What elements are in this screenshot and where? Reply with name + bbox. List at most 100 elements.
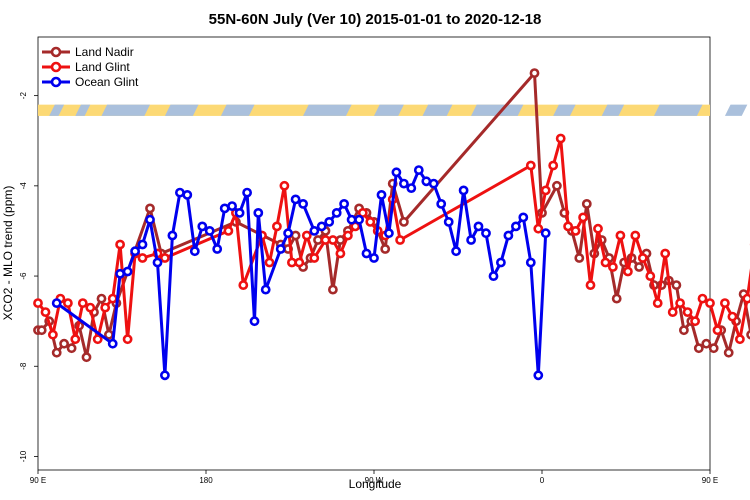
data-point [327, 235, 338, 245]
data-point [51, 298, 62, 308]
band-ocean [164, 104, 199, 116]
data-point [96, 293, 107, 304]
data-point [342, 230, 353, 241]
data-point [66, 343, 77, 354]
y-tick-label: -2 [19, 92, 28, 100]
series-layer [33, 68, 750, 381]
data-point [77, 298, 88, 308]
data-point [271, 221, 282, 232]
data-point [585, 280, 596, 290]
data-point [511, 221, 521, 232]
data-point [51, 347, 62, 358]
data-point [115, 268, 125, 279]
data-point [327, 284, 338, 295]
data-point [630, 230, 641, 241]
data-point [690, 316, 700, 327]
data-point [503, 230, 514, 241]
data-point [122, 334, 133, 345]
y-tick-label: -8 [19, 362, 28, 370]
data-point [249, 316, 260, 327]
data-point [107, 293, 118, 304]
data-point [159, 253, 170, 263]
land-ocean-band [38, 104, 748, 116]
data-point [451, 246, 461, 257]
y-axis-label: XCO2 - MLO trend (ppm) [1, 186, 15, 321]
data-point [48, 329, 58, 340]
data-point [182, 189, 193, 200]
data-point [115, 239, 125, 250]
data-point [242, 187, 252, 198]
data-point [615, 230, 626, 241]
data-point [525, 160, 536, 171]
x-axis: 90 E 180 90 W 0 90 E [30, 470, 718, 485]
series-1 [33, 133, 750, 345]
data-point [122, 266, 133, 277]
data-point [398, 216, 409, 227]
data-point [391, 167, 402, 178]
data-point [227, 201, 237, 211]
band-land [38, 104, 710, 116]
band-ocean [374, 104, 404, 116]
data-point [346, 214, 357, 225]
data-point [298, 198, 308, 209]
data-point [40, 307, 51, 317]
data-point [660, 248, 671, 259]
data-point [167, 230, 178, 241]
band-ocean [601, 104, 625, 116]
legend-swatch-marker [50, 61, 62, 73]
data-point [63, 298, 73, 308]
data-point [525, 257, 536, 268]
data-point [294, 257, 305, 268]
band-ocean [654, 104, 703, 116]
data-point [495, 257, 506, 268]
data-point [443, 216, 454, 227]
data-point [275, 244, 286, 254]
data-point [376, 189, 387, 200]
data-point [152, 257, 163, 268]
data-point [671, 280, 682, 290]
data-point [335, 235, 346, 245]
data-point [290, 194, 301, 205]
data-point [309, 253, 320, 263]
data-point [264, 257, 275, 268]
data-point [518, 212, 529, 223]
data-point [36, 325, 47, 336]
data-point [238, 280, 249, 290]
band-ocean [303, 104, 352, 116]
data-point [145, 203, 155, 214]
data-point [33, 298, 43, 308]
data-point [137, 253, 148, 263]
data-point [529, 68, 540, 78]
data-point [361, 248, 372, 259]
chart-title: 55N-60N July (Ver 10) 2015-01-01 to 2020… [209, 11, 542, 28]
x-tick-label: 0 [540, 476, 545, 485]
data-point [701, 338, 712, 349]
data-point [107, 338, 118, 349]
legend-label: Ocean Glint [75, 75, 139, 89]
y-axis: -10 -8 -6 -4 -2 [19, 92, 38, 462]
data-point [279, 180, 290, 191]
data-point [406, 183, 417, 193]
data-point [309, 225, 320, 236]
data-point [428, 178, 439, 189]
data-point [189, 246, 200, 257]
data-point [634, 262, 644, 272]
data-point [593, 223, 603, 234]
data-point [693, 343, 704, 354]
data-point [92, 334, 103, 345]
data-point [623, 266, 633, 277]
data-point [413, 165, 424, 175]
data-point [260, 284, 271, 295]
data-point [380, 244, 391, 254]
x-axis-label: Longitude [349, 477, 402, 491]
data-point [301, 230, 312, 241]
data-point [548, 160, 559, 171]
data-point [735, 334, 745, 345]
data-point [727, 311, 738, 322]
data-point [488, 271, 499, 281]
data-point [204, 225, 215, 236]
data-point [212, 244, 223, 254]
x-tick-label: 90 W [365, 476, 384, 485]
data-point [682, 307, 693, 317]
y-tick-label: -10 [19, 450, 28, 462]
